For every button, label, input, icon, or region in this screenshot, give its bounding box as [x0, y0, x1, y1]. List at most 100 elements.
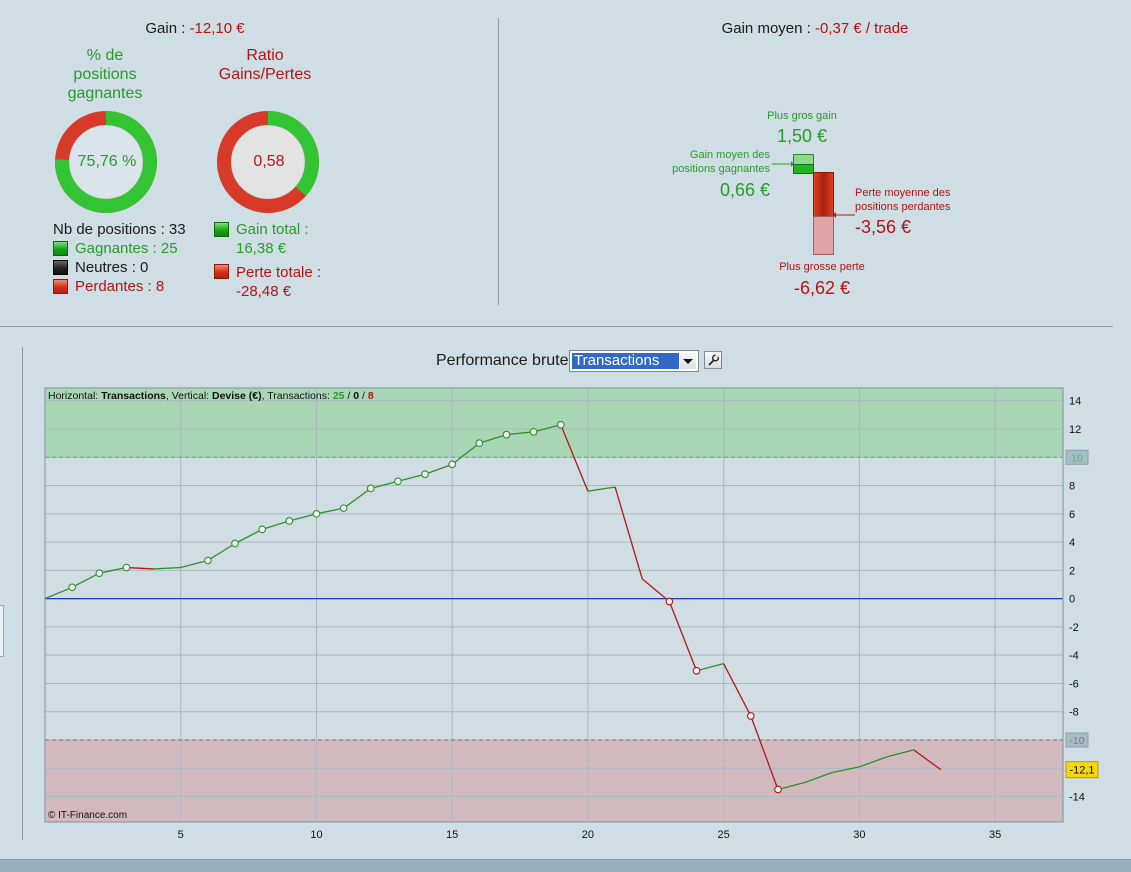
mode-select-value: Transactions: [572, 353, 679, 369]
line-segment: [777, 781, 806, 791]
last-value-tag: -12,1: [1069, 765, 1094, 777]
gain-moyen-header: Gain moyen : -0,37 € / trade: [660, 20, 970, 37]
plot-frame: [44, 387, 1064, 823]
settings-button[interactable]: [704, 351, 722, 369]
line-segment: [451, 442, 480, 465]
data-point: [475, 439, 484, 447]
line-segment: [533, 424, 561, 433]
data-point: [746, 712, 755, 720]
line-segment: [913, 749, 942, 771]
side-handle[interactable]: [0, 605, 4, 657]
pct-title-line1: % de: [86, 47, 124, 64]
grid: [45, 388, 1063, 822]
gain-total-label: Gain total :: [236, 221, 309, 238]
perte-moyenne-line1: Perte moyenne des: [855, 187, 951, 199]
line-segment: [44, 586, 73, 600]
plus-grosse-perte-value: -6,62 €: [793, 278, 851, 298]
left-divider: [22, 347, 23, 840]
gain-moyen-positions-line1: Gain moyen des: [689, 149, 770, 161]
gagnantes-swatch: [53, 241, 68, 256]
perte-moyenne-value: -3,56 €: [855, 217, 912, 237]
y-tick-label: 0: [1069, 594, 1075, 606]
y-tick-label: -4: [1069, 650, 1079, 662]
max-loss-bar: [813, 216, 834, 255]
data-point: [502, 430, 511, 439]
perte-totale-label: Perte totale :: [236, 264, 322, 281]
line-segment: [234, 528, 263, 545]
line-segment: [261, 520, 290, 530]
data-point: [366, 484, 375, 493]
mode-select[interactable]: Transactions: [569, 350, 699, 372]
gain-moyen-positions-label: Gain moyen des positions gagnantes: [660, 148, 770, 176]
bottom-scrollbar[interactable]: [0, 859, 1131, 872]
data-point: [774, 785, 782, 794]
data-point: [312, 509, 321, 518]
info-h-prefix: Horizontal:: [48, 390, 101, 402]
vertical-divider: [498, 18, 499, 305]
upper-threshold-tag-box: [1065, 449, 1089, 465]
threshold-zones: [45, 388, 1063, 822]
chevron-down-icon: [683, 359, 693, 364]
line-segment: [668, 601, 698, 671]
line-segment: [614, 486, 643, 580]
y-tick-label: -14: [1069, 792, 1085, 804]
line-segment: [804, 771, 833, 784]
line-segment: [126, 566, 154, 570]
info-t-prefix: , Transactions:: [262, 390, 333, 402]
horizontal-divider: [0, 326, 1113, 327]
pct-title: % de positions gagnantes: [45, 46, 165, 103]
data-point: [421, 470, 429, 479]
line-segment: [506, 431, 534, 436]
pct-donut-win: [55, 111, 157, 213]
pct-title-line2: positions: [73, 66, 137, 83]
info-h-value: Transactions: [101, 390, 166, 402]
data-point: [665, 597, 674, 606]
gain-moyen-positions-line2: positions gagnantes: [672, 163, 770, 175]
perte-totale-swatch: [214, 264, 229, 279]
x-tick-label: 25: [718, 829, 730, 841]
info-win: 25: [333, 390, 345, 402]
line-segment: [587, 486, 616, 492]
line-segment: [71, 572, 100, 588]
line-segment: [99, 566, 127, 574]
copyright: © IT-Finance.com: [48, 810, 127, 821]
line-segment: [153, 566, 181, 570]
gain-total-swatch: [214, 222, 229, 237]
x-tick-label: 35: [989, 829, 1001, 841]
line-segment: [479, 434, 507, 444]
gain-moyen-arrow-icon: [772, 161, 794, 167]
y-tick-label: 6: [1069, 509, 1075, 521]
gain-header: Gain : -12,10 €: [100, 20, 290, 37]
info-loss: 8: [368, 390, 374, 402]
gain-value: -12,10 €: [189, 20, 245, 37]
y-tick-label: 14: [1069, 396, 1081, 408]
equity-markers: [68, 420, 782, 794]
x-tick-label: 20: [582, 829, 594, 841]
line-segment: [370, 480, 399, 490]
avg-gain-bar: [793, 164, 814, 174]
data-point: [339, 504, 348, 513]
perte-moyenne-label: Perte moyenne des positions perdantes: [855, 186, 950, 214]
line-segment: [397, 473, 426, 482]
gain-label: Gain :: [145, 20, 190, 37]
perdantes-swatch: [53, 279, 68, 294]
gain-moyen-label: Gain moyen :: [721, 20, 815, 37]
data-point: [95, 569, 104, 578]
chart-info: Horizontal: Transactions, Vertical: Devi…: [48, 390, 374, 402]
y-tick-label: 12: [1069, 424, 1081, 436]
gain-moyen-value: -0,37 € / trade: [814, 20, 909, 37]
y-tick-label: -8: [1069, 707, 1079, 719]
dropdown-button[interactable]: [680, 353, 696, 369]
ratio-donut: [217, 111, 319, 213]
gain-total-value: 16,38 €: [236, 240, 287, 257]
ratio-title: Ratio Gains/Pertes: [200, 46, 330, 84]
perdantes-text: Perdantes : 8: [75, 278, 165, 295]
plus-grosse-perte-label: Plus grosse perte: [779, 261, 865, 273]
upper-threshold-tag: 10: [1071, 452, 1083, 464]
y-tick-label: 2: [1069, 565, 1075, 577]
data-point: [122, 563, 131, 572]
last-value-box: [1065, 761, 1099, 779]
info-v-prefix: , Vertical:: [166, 390, 212, 402]
line-segment: [343, 487, 372, 509]
